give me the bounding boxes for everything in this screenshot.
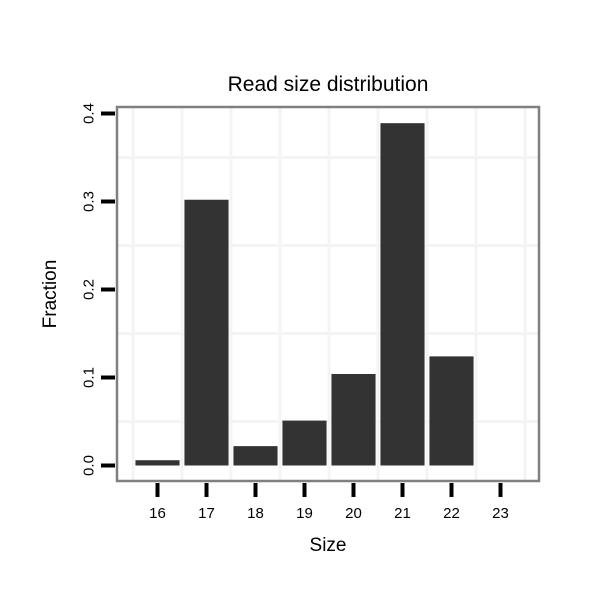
x-tick-label: 18 <box>247 505 264 522</box>
x-tick-label: 22 <box>443 505 460 522</box>
x-tick-label: 23 <box>492 505 509 522</box>
x-tick-label: 17 <box>198 505 215 522</box>
bar-19 <box>282 420 327 466</box>
x-tick-label: 16 <box>149 505 166 522</box>
bar-21 <box>380 123 425 466</box>
x-tick-label: 20 <box>345 505 362 522</box>
bar-17 <box>184 199 229 466</box>
bar-20 <box>331 373 376 466</box>
y-tick-label: 0.2 <box>80 279 97 300</box>
y-tick-label: 0.4 <box>80 103 97 124</box>
y-tick-label: 0.3 <box>80 191 97 212</box>
bar-22 <box>429 356 474 466</box>
bar-18 <box>233 446 278 466</box>
chart-title: Read size distribution <box>227 73 429 96</box>
x-tick-label: 21 <box>394 505 411 522</box>
panel-border <box>115 105 541 483</box>
x-tick-label: 19 <box>296 505 313 522</box>
bar-16 <box>135 460 180 466</box>
y-tick-label: 0.1 <box>80 367 97 388</box>
y-tick-label: 0.0 <box>80 455 97 476</box>
x-axis-title: Size <box>309 535 347 556</box>
